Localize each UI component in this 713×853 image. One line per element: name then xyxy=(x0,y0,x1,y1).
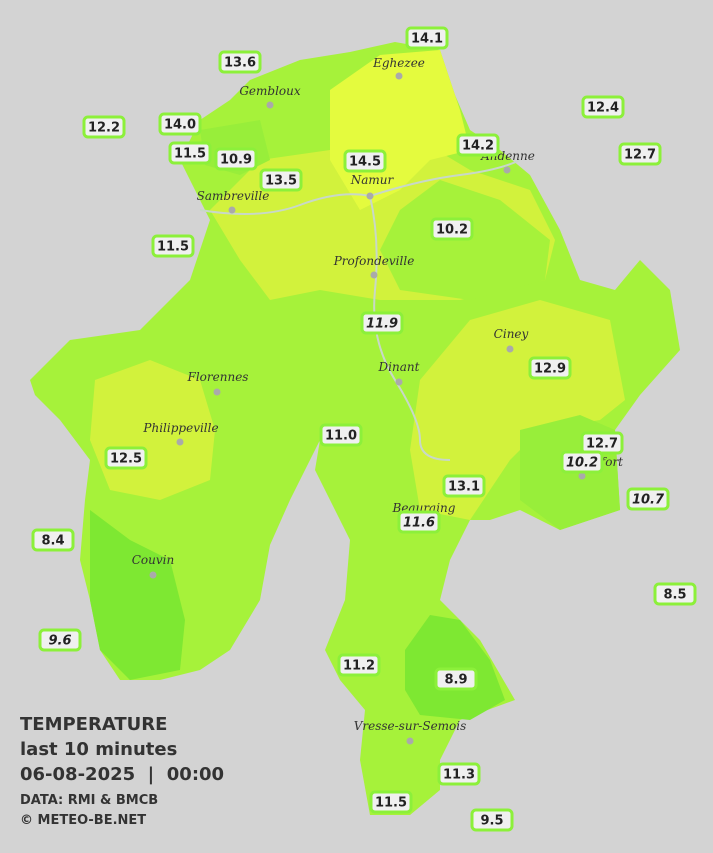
station-value: 11.6 xyxy=(403,516,435,531)
city-label: Vresse-sur-Semois xyxy=(354,719,467,733)
station-value: 12.7 xyxy=(624,148,656,163)
city-dot xyxy=(213,388,221,396)
station-value: 13.6 xyxy=(224,56,256,71)
station-box xyxy=(405,26,449,50)
station-value: 11.3 xyxy=(443,768,475,783)
station-box xyxy=(38,628,82,652)
station-box xyxy=(319,423,363,447)
station-box xyxy=(397,510,441,534)
city-label: Profondeville xyxy=(333,254,415,268)
city-dot xyxy=(503,166,511,174)
city-dot xyxy=(266,101,274,109)
station-box xyxy=(343,149,387,173)
station-value: 11.2 xyxy=(343,659,375,674)
legend-title: TEMPERATURE xyxy=(20,714,167,735)
station-box xyxy=(360,311,404,335)
legend: TEMPERATURE last 10 minutes 06-08-2025 |… xyxy=(20,714,224,828)
station-value: 10.7 xyxy=(632,493,665,508)
city-dot xyxy=(370,271,378,279)
station-value: 12.5 xyxy=(110,452,142,467)
station-value: 12.4 xyxy=(587,101,619,116)
city-dot xyxy=(395,72,403,80)
legend-datetime: 06-08-2025 | 00:00 xyxy=(20,764,224,785)
station-box xyxy=(218,50,262,74)
station-box xyxy=(581,95,625,119)
city-label: Philippeville xyxy=(142,421,218,435)
station-box xyxy=(168,141,212,165)
station-box xyxy=(442,474,486,498)
city-label: Eghezee xyxy=(372,56,425,70)
station-box xyxy=(104,446,148,470)
station-box xyxy=(337,653,381,677)
city-dot xyxy=(578,472,586,480)
station-value: 9.6 xyxy=(48,634,71,649)
city-label: Ciney xyxy=(494,327,529,341)
city-dot xyxy=(176,438,184,446)
city-label: Namur xyxy=(350,173,395,187)
city-dot xyxy=(149,571,157,579)
station-value: 9.5 xyxy=(480,814,503,829)
station-box xyxy=(626,487,670,511)
city-dot xyxy=(506,345,514,353)
station-value: 8.5 xyxy=(663,588,686,603)
legend-copyright: © METEO-BE.NET xyxy=(20,813,146,828)
station-value: 11.5 xyxy=(375,796,407,811)
city-dot xyxy=(395,378,403,386)
station-box xyxy=(470,808,514,832)
station-box xyxy=(434,667,478,691)
legend-period: last 10 minutes xyxy=(20,739,177,760)
station-value: 10.9 xyxy=(220,153,252,168)
station-value: 14.1 xyxy=(411,32,443,47)
station-box xyxy=(653,582,697,606)
station-box xyxy=(560,450,604,474)
city-label: Gembloux xyxy=(239,84,301,98)
station-box xyxy=(158,112,202,136)
city-label: Dinant xyxy=(378,360,420,374)
station-value: 11.5 xyxy=(157,240,189,255)
station-box xyxy=(437,762,481,786)
station-value: 11.0 xyxy=(325,429,357,444)
station-value: 13.1 xyxy=(448,480,480,495)
station-value: 13.5 xyxy=(265,174,297,189)
station-value: 12.2 xyxy=(88,121,120,136)
station-value: 8.4 xyxy=(41,534,64,549)
station-box xyxy=(214,147,258,171)
city-dot xyxy=(228,206,236,214)
station-value: 12.9 xyxy=(534,362,566,377)
cities: EghezeeGemblouxAndenneNamurSambrevillePr… xyxy=(132,56,623,745)
station-value: 14.2 xyxy=(462,139,494,154)
station-box xyxy=(259,168,303,192)
city-label: Florennes xyxy=(187,370,249,384)
legend-source: DATA: RMI & BMCB xyxy=(20,793,158,808)
station-box xyxy=(618,142,662,166)
stations: 14.1 13.6 12.2 14.0 12.4 11.5 10.9 14.5 14.2 12.7… xyxy=(31,26,697,832)
station-box xyxy=(430,217,474,241)
station-box xyxy=(151,234,195,258)
station-value: 11.5 xyxy=(174,147,206,162)
station-value: 10.2 xyxy=(436,223,468,238)
station-box xyxy=(528,356,572,380)
station-value: 12.7 xyxy=(586,437,618,452)
station-box xyxy=(82,115,126,139)
station-value: 10.2 xyxy=(566,456,598,471)
station-box xyxy=(369,790,413,814)
station-box xyxy=(31,528,75,552)
city-label: Couvin xyxy=(132,553,174,567)
station-value: 14.0 xyxy=(164,118,196,133)
city-dot xyxy=(406,737,414,745)
station-value: 11.9 xyxy=(366,317,398,332)
station-box xyxy=(456,133,500,157)
city-label: Sambreville xyxy=(197,189,270,203)
station-value: 8.9 xyxy=(444,673,467,688)
city-dot xyxy=(366,192,374,200)
station-value: 14.5 xyxy=(349,155,381,170)
